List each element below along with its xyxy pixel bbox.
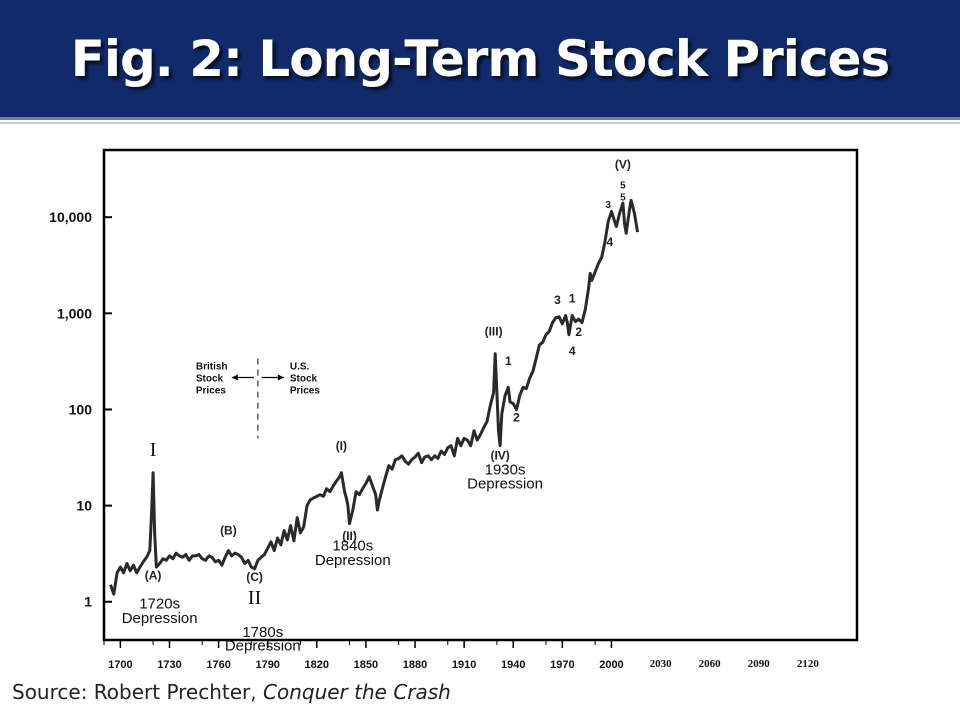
annotations: 1720sDepression1780sDepression1840sDepre… (122, 439, 543, 655)
x-tick-label: 1970 (550, 659, 574, 671)
wave-label: (III) (485, 324, 503, 338)
x-tick-label: 1700 (108, 659, 132, 671)
y-tick-label: 10,000 (49, 209, 92, 225)
wave-label: 2 (575, 325, 582, 339)
x-tick-label: 1910 (452, 659, 476, 671)
y-tick-label: 100 (69, 401, 93, 417)
wave-label: 3 (554, 293, 561, 307)
title-banner: Fig. 2: Long-Term Stock Prices (0, 0, 960, 120)
wave-label: 5 (620, 192, 626, 203)
depression-label: 1780s (242, 624, 283, 641)
british-label-line: Stock (196, 373, 224, 384)
source-book-title: Conquer the Crash (263, 680, 451, 704)
x-axis: 1700 1730 1760 1790 1820 1850 1880 1910 1940 1970… (103, 640, 820, 671)
wave-label: 4 (569, 344, 576, 358)
us-label-line: U.S. (290, 361, 310, 372)
x-tick-label: 2090 (748, 658, 771, 670)
wave-label: (II) (342, 529, 357, 543)
x-tick-label: 2120 (797, 658, 820, 670)
british-label-line: British (196, 361, 228, 372)
plot-frame (102, 148, 859, 642)
banner-divider (0, 122, 960, 124)
x-tick-label: 2000 (599, 659, 623, 671)
wave-label: (IV) (490, 449, 509, 463)
x-tick-label: 1730 (157, 659, 181, 671)
wave-label: 5 (620, 180, 626, 191)
depression-label: Depression (467, 476, 543, 493)
depression-label: Depression (122, 610, 198, 627)
price-line (109, 198, 640, 596)
y-tick-label: 10 (76, 498, 92, 514)
wave-label: 1 (569, 291, 576, 305)
depression-label: 1930s (485, 462, 526, 479)
wave-label: (V) (615, 158, 631, 172)
wave-label: (C) (246, 570, 263, 584)
wave-label: 2 (513, 410, 520, 424)
y-tick-label: 1,000 (57, 305, 92, 321)
x-tick-label: 2030 (650, 658, 673, 670)
x-tick-label: 1850 (354, 659, 378, 671)
us-label-line: Stock (290, 373, 318, 384)
x-tick-label: 1880 (403, 659, 427, 671)
wave-label: (I) (336, 439, 347, 453)
y-axis: 1 10 100 1,000 10,000 (49, 209, 112, 610)
wave-label: (A) (145, 569, 162, 583)
slide-title: Fig. 2: Long-Term Stock Prices (70, 29, 891, 88)
wave-label: 4 (606, 235, 613, 249)
depression-label: 1840s (332, 538, 373, 555)
x-tick-label: 1760 (206, 659, 230, 671)
y-tick-label: 1 (84, 594, 92, 610)
source-note: Source: Robert Prechter, Conquer the Cra… (12, 680, 451, 704)
roman-numeral-label: I (150, 439, 157, 461)
roman-numeral-label: II (248, 587, 261, 609)
british-label-line: Prices (196, 385, 226, 396)
x-tick-label: 1940 (501, 659, 525, 671)
x-tick-label: 1790 (255, 659, 279, 671)
depression-label: Depression (315, 552, 391, 569)
right-arrowhead (277, 374, 284, 381)
wave-label: 1 (505, 354, 512, 368)
source-prefix: Source: Robert Prechter, (12, 680, 263, 704)
wave-label: 3 (605, 200, 611, 211)
depression-label: Depression (225, 638, 301, 655)
x-tick-label: 1820 (305, 659, 329, 671)
depression-label: 1720s (139, 596, 180, 613)
price-series (109, 198, 640, 596)
wave-label: (B) (220, 524, 237, 538)
left-arrowhead (231, 374, 238, 381)
us-label-line: Prices (290, 385, 320, 396)
x-tick-label: 2060 (699, 658, 722, 670)
